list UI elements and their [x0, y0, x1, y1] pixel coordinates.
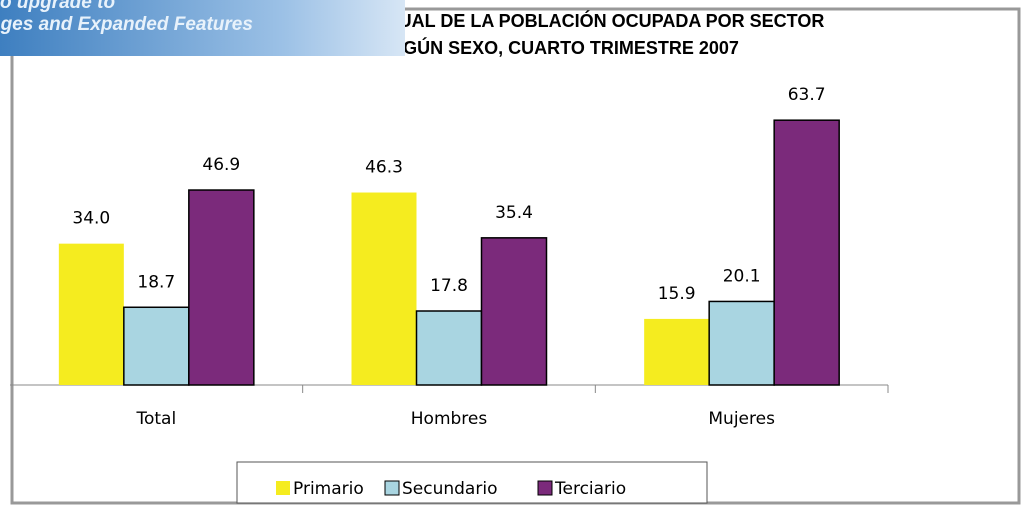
- legend-label: Secundario: [402, 479, 497, 499]
- data-label: 20.1: [723, 266, 761, 286]
- watermark-line: ages and Expanded Features: [0, 14, 253, 35]
- bar: [415, 310, 483, 386]
- watermark: o upgrade to ages and Expanded Features: [0, 0, 405, 56]
- bar: [708, 300, 775, 386]
- data-label: 15.9: [658, 284, 696, 304]
- data-label: 35.4: [495, 203, 533, 223]
- legend-label: Terciario: [554, 479, 626, 499]
- x-tick-label: Total: [135, 409, 176, 429]
- data-label: 34.0: [72, 209, 110, 229]
- legend-swatch: [384, 480, 400, 496]
- data-label: 63.7: [788, 85, 826, 105]
- data-label: 46.3: [365, 158, 403, 178]
- bar: [123, 306, 190, 386]
- x-tick-label: Mujeres: [708, 409, 775, 429]
- bar: [188, 189, 255, 386]
- bar: [773, 119, 840, 386]
- bar: [644, 318, 710, 385]
- legend-swatch: [537, 480, 553, 496]
- data-label: 46.9: [202, 155, 240, 175]
- legend-box: [236, 461, 708, 504]
- data-label: 18.7: [137, 272, 175, 292]
- data-label: 17.8: [430, 276, 468, 296]
- bar: [58, 243, 124, 385]
- x-tick-label: Hombres: [411, 409, 488, 429]
- bar: [480, 237, 548, 386]
- legend-swatch: [276, 481, 290, 495]
- legend-label: Primario: [293, 479, 364, 499]
- bar: [351, 192, 417, 385]
- watermark-line: o upgrade to: [0, 0, 116, 13]
